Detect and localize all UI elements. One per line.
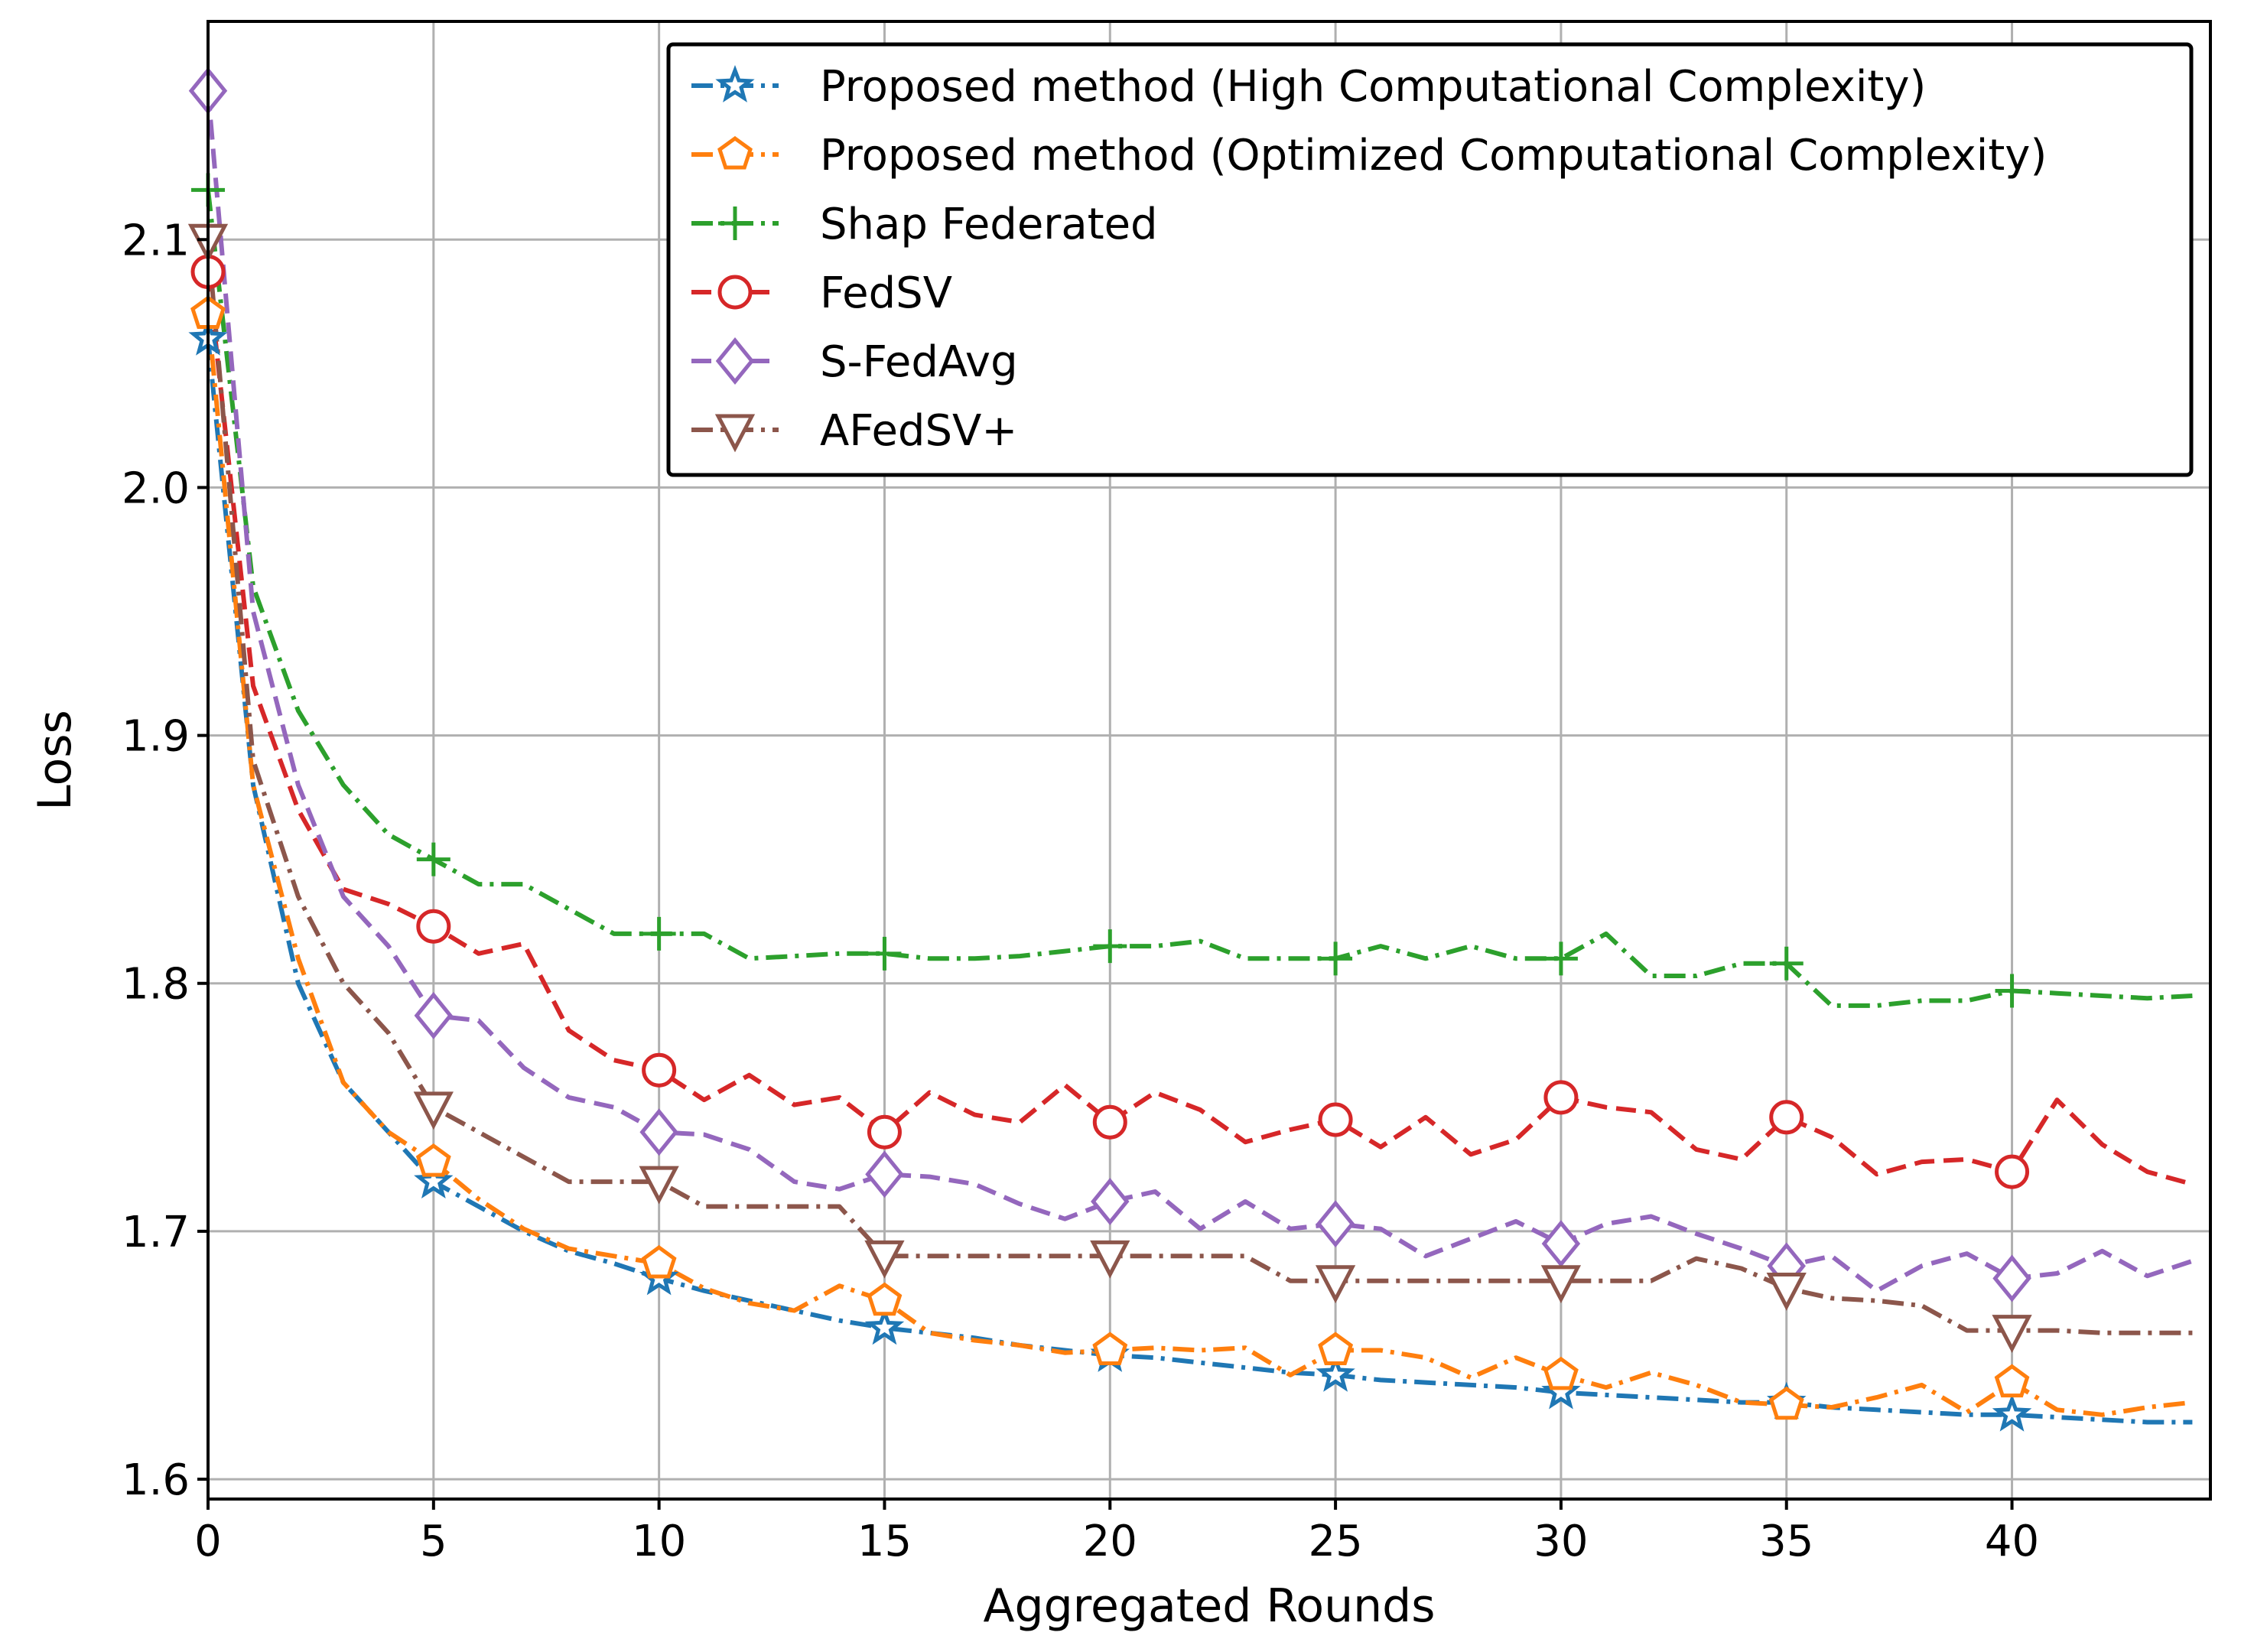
series-3-marker xyxy=(1093,929,1127,964)
x-tick-label: 30 xyxy=(1534,1517,1588,1566)
series-2-marker xyxy=(1994,1364,2030,1398)
series-4-marker xyxy=(416,909,451,944)
series-1-marker xyxy=(1992,1393,2032,1432)
series-5-marker xyxy=(414,991,454,1039)
series-1-marker xyxy=(414,1161,454,1198)
series-6-marker xyxy=(1540,1265,1582,1304)
legend-label-1: Proposed method (High Computational Comp… xyxy=(820,62,1926,112)
legend: Proposed method (High Computational Comp… xyxy=(666,42,2194,477)
legend-marker-6 xyxy=(714,414,756,453)
series-5-marker xyxy=(639,1108,678,1156)
series-2-marker xyxy=(641,1244,677,1279)
series-line-2 xyxy=(208,314,2193,1417)
legend-marker-3 xyxy=(718,206,752,240)
x-tick-label: 25 xyxy=(1308,1517,1362,1566)
legend-box xyxy=(666,42,2194,477)
series-2-marker xyxy=(867,1282,903,1316)
series-6-marker xyxy=(639,1166,679,1205)
legend-label-6: AFedSV+ xyxy=(820,406,1017,456)
legend-label-3: Shap Federated xyxy=(820,200,1158,249)
series-5-marker xyxy=(1541,1220,1581,1268)
series-4-marker xyxy=(642,1052,677,1088)
y-axis-ticks: 1.6 1.7 1.8 1.9 2.0 2.1 xyxy=(122,216,208,1505)
series-5-marker xyxy=(1091,1178,1130,1225)
series-3-marker xyxy=(1319,941,1353,976)
series-4-marker xyxy=(867,1114,902,1150)
y-tick-label: 1.7 xyxy=(122,1208,190,1257)
series-4-marker xyxy=(1769,1100,1804,1135)
x-axis-ticks: 0 5 10 15 20 25 30 35 40 xyxy=(194,1499,2039,1566)
y-axis-label: Loss xyxy=(28,710,82,811)
series-2-marker xyxy=(415,1143,451,1177)
legend-marker-4 xyxy=(717,275,753,310)
series-2-marker xyxy=(1543,1356,1579,1390)
series-3-marker xyxy=(1543,941,1578,976)
series-5-marker xyxy=(1992,1254,2031,1302)
legend-label-2: Proposed method (Optimized Computational… xyxy=(820,131,2047,180)
legend-marker-5 xyxy=(715,337,755,385)
series-3-marker xyxy=(416,842,450,876)
series-4-marker xyxy=(1318,1102,1353,1137)
y-tick-label: 1.8 xyxy=(122,960,190,1010)
series-5-marker xyxy=(1316,1200,1355,1248)
series-3-marker xyxy=(867,936,902,971)
plot-area-frame xyxy=(207,20,2212,1501)
x-tick-label: 5 xyxy=(420,1517,447,1566)
series-2-marker xyxy=(1092,1332,1128,1365)
x-tick-label: 0 xyxy=(194,1517,222,1566)
series-6-marker xyxy=(1315,1265,1356,1304)
y-tick-label: 1.9 xyxy=(122,712,190,762)
series-line-5 xyxy=(208,90,2194,1293)
series-4-marker xyxy=(1995,1154,2030,1189)
series-1-marker xyxy=(1316,1354,1355,1392)
series-4-marker xyxy=(1543,1080,1579,1115)
series-line-4 xyxy=(208,272,2194,1187)
series-3-marker xyxy=(1995,974,2029,1008)
series-line-6 xyxy=(208,239,2193,1335)
series-6-marker xyxy=(1090,1240,1130,1279)
x-tick-label: 15 xyxy=(857,1517,912,1566)
series-4-marker xyxy=(1092,1104,1127,1140)
legend-marker-1 xyxy=(715,64,755,102)
series-markers xyxy=(187,67,2032,1432)
legend-label-4: FedSV xyxy=(820,268,952,318)
y-tick-label: 2.1 xyxy=(122,216,190,265)
series-3-marker xyxy=(642,916,676,951)
x-tick-label: 10 xyxy=(632,1517,686,1566)
series-6-marker xyxy=(413,1091,454,1130)
x-tick-label: 40 xyxy=(1985,1517,2039,1566)
series-lines xyxy=(208,90,2194,1425)
x-tick-label: 20 xyxy=(1083,1517,1137,1566)
series-3-marker xyxy=(1769,946,1804,980)
series-6-marker xyxy=(864,1240,905,1279)
series-1-marker xyxy=(864,1307,905,1345)
x-axis-label: Aggregated Rounds xyxy=(983,1579,1435,1633)
series-line-3 xyxy=(208,190,2193,1008)
x-tick-label: 35 xyxy=(1759,1517,1813,1566)
series-2-marker xyxy=(1318,1332,1354,1365)
series-6-marker xyxy=(1766,1272,1807,1311)
series-5-marker xyxy=(865,1150,904,1198)
legend-marker-2 xyxy=(717,135,753,170)
y-tick-label: 1.6 xyxy=(122,1455,190,1505)
series-6-marker xyxy=(1992,1315,2032,1353)
series-2-marker xyxy=(1768,1386,1804,1420)
y-tick-label: 2.0 xyxy=(122,463,190,513)
legend-label-5: S-FedAvg xyxy=(820,337,1018,387)
series-line-1 xyxy=(208,338,2193,1425)
